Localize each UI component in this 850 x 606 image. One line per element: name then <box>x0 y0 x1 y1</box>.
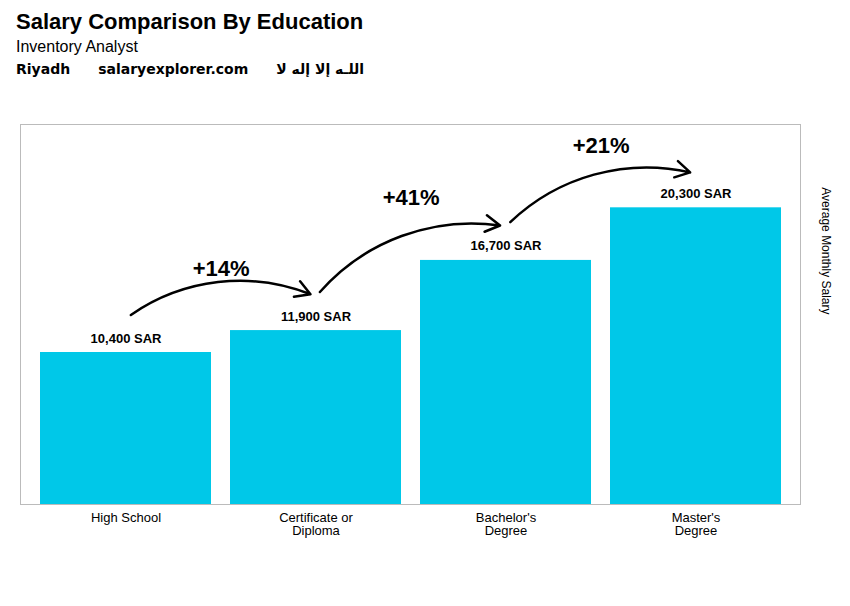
html-text:Riyadh: Riyadh <box>16 61 71 77</box>
svg-text:Master'sDegree: Master'sDegree <box>672 510 721 538</box>
svg-text:+41%: +41% <box>383 185 440 210</box>
svg-text:11,900 SAR: 11,900 SAR <box>281 309 352 324</box>
html-text:Salary Comparison By Education: Salary Comparison By Education <box>16 9 364 34</box>
html-text:salaryexplorer.com: salaryexplorer.com <box>98 61 249 77</box>
html-text:اللـه إلا إله لا: اللـه إلا إله لا <box>276 61 365 77</box>
svg-text:16,700 SAR: 16,700 SAR <box>471 238 542 253</box>
svg-text:10,400 SAR: 10,400 SAR <box>91 331 162 346</box>
svg-text:Average Monthly Salary: Average Monthly Salary <box>819 187 833 314</box>
svg-text:Certificate orDiploma: Certificate orDiploma <box>279 510 353 538</box>
svg-text:Bachelor'sDegree: Bachelor'sDegree <box>476 510 537 538</box>
svg-text:High School: High School <box>91 510 161 525</box>
html-text:Inventory Analyst: Inventory Analyst <box>16 38 138 55</box>
svg-text:+14%: +14% <box>193 256 250 281</box>
svg-text:+21%: +21% <box>573 133 630 158</box>
svg-text:20,300 SAR: 20,300 SAR <box>661 186 732 201</box>
